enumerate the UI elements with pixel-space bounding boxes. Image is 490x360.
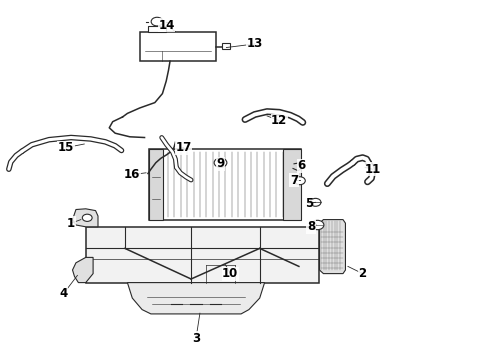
Text: 15: 15 <box>58 141 74 154</box>
Circle shape <box>310 198 321 206</box>
Text: 3: 3 <box>192 332 200 345</box>
Polygon shape <box>319 220 345 274</box>
Text: 16: 16 <box>124 168 141 181</box>
Text: 14: 14 <box>158 19 175 32</box>
Bar <box>148 26 166 32</box>
Bar <box>283 149 301 220</box>
Circle shape <box>82 214 92 221</box>
Bar <box>140 32 216 61</box>
Text: 1: 1 <box>67 217 75 230</box>
Text: 9: 9 <box>217 157 224 170</box>
Bar <box>222 43 230 49</box>
Circle shape <box>151 17 163 26</box>
Polygon shape <box>73 209 98 227</box>
Circle shape <box>311 220 324 230</box>
Bar <box>149 149 163 220</box>
Text: 12: 12 <box>271 114 288 127</box>
Text: 2: 2 <box>359 267 367 280</box>
Text: 13: 13 <box>246 37 263 50</box>
Text: 17: 17 <box>175 141 192 154</box>
Bar <box>149 149 301 220</box>
Text: 4: 4 <box>60 287 68 300</box>
Circle shape <box>214 158 227 167</box>
Text: 11: 11 <box>364 163 381 176</box>
Text: 8: 8 <box>307 220 315 233</box>
Text: 7: 7 <box>290 174 298 186</box>
Polygon shape <box>86 227 318 283</box>
Polygon shape <box>127 283 265 314</box>
Text: 10: 10 <box>222 267 239 280</box>
Polygon shape <box>73 257 93 283</box>
Text: 6: 6 <box>297 159 305 172</box>
Circle shape <box>294 177 305 185</box>
Text: 5: 5 <box>305 197 313 210</box>
